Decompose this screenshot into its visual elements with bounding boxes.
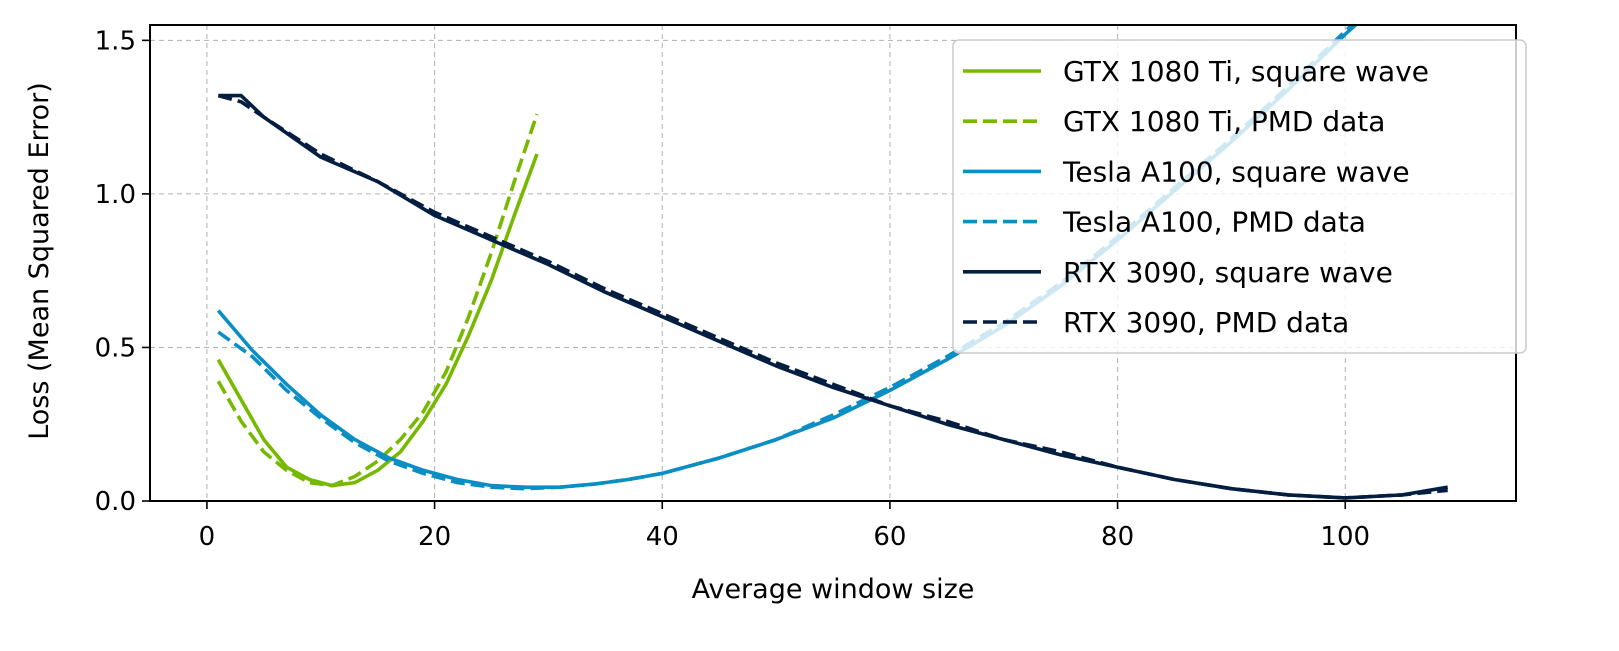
y-axis-label: Loss (Mean Squared Error) [24, 82, 55, 440]
legend-entry-label: RTX 3090, square wave [1063, 256, 1393, 289]
x-tick-label: 60 [873, 522, 906, 552]
axes: 0 20 40 60 80 100 0.0 0.5 1.0 1.5 [95, 26, 1370, 552]
y-tick-label: 1.5 [95, 26, 136, 56]
x-tick-label: 100 [1320, 522, 1370, 552]
legend-box [952, 39, 1527, 354]
x-tick-label: 40 [646, 522, 679, 552]
series-line [216, 113, 539, 488]
y-tick-label: 0.0 [95, 487, 136, 517]
legend-entry-label: GTX 1080 Ti, square wave [1063, 55, 1429, 88]
legend-entry-label: RTX 3090, PMD data [1063, 306, 1349, 339]
y-tick-label: 0.5 [95, 333, 136, 363]
x-tick-label: 20 [418, 522, 451, 552]
x-tick-label: 80 [1101, 522, 1134, 552]
legend-entry-label: Tesla A100, square wave [1062, 155, 1410, 188]
series-line [217, 93, 1448, 500]
x-tick-label: 0 [199, 522, 216, 552]
legend: GTX 1080 Ti, square wave GTX 1080 Ti, PMD… [952, 39, 1527, 354]
series-line [216, 153, 539, 488]
legend-entry-label: GTX 1080 Ti, PMD data [1063, 105, 1385, 138]
legend-entry-label: Tesla A100, PMD data [1062, 206, 1366, 239]
y-tick-label: 1.0 [95, 180, 136, 210]
x-axis-label: Average window size [692, 574, 975, 605]
